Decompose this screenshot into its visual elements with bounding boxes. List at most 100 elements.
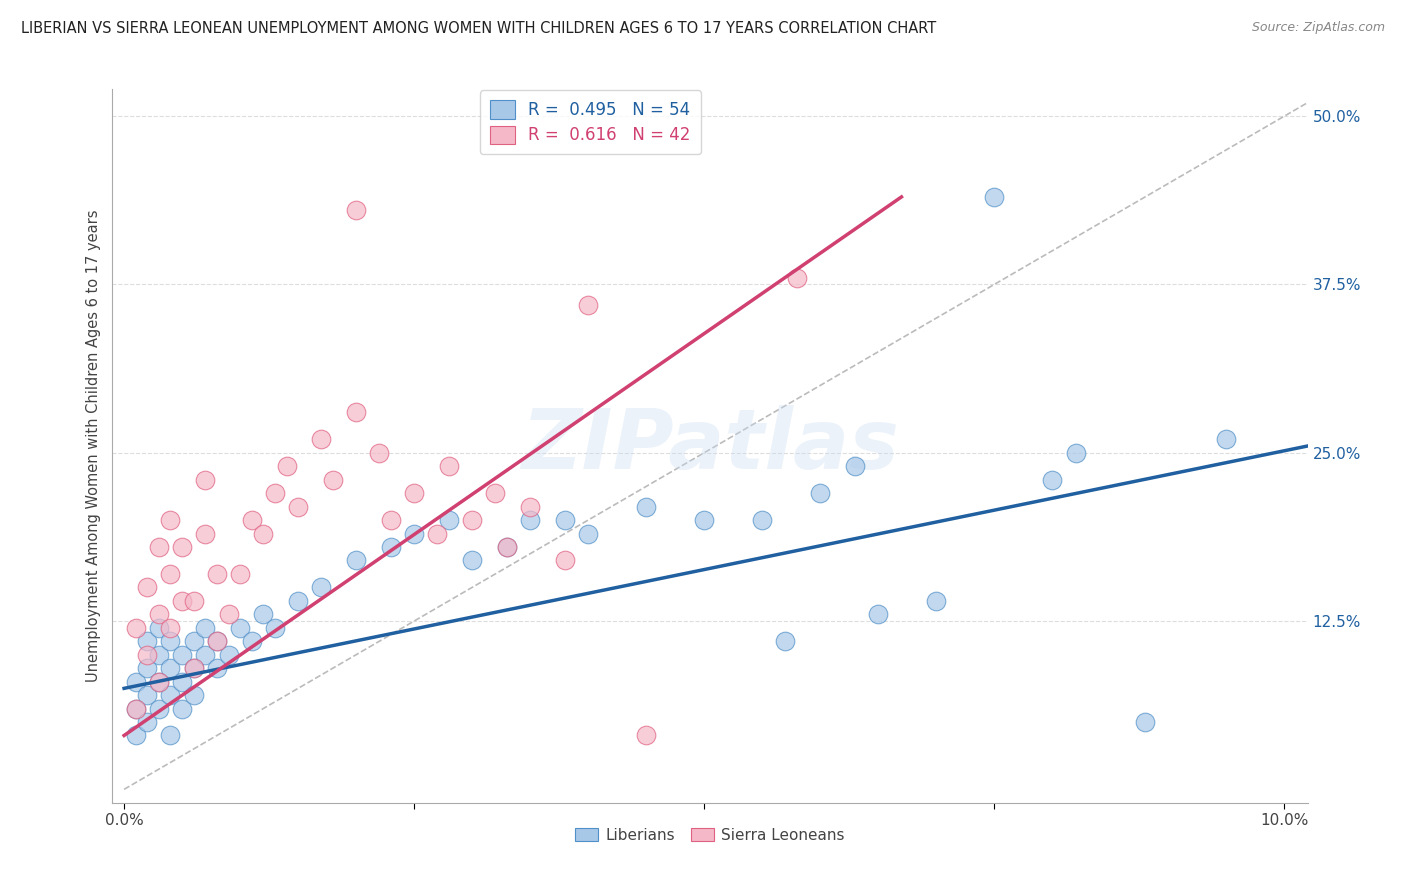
Point — [775, 634, 797, 648]
Text: Source: ZipAtlas.com: Source: ZipAtlas.com — [1251, 21, 1385, 34]
Point — [183, 661, 205, 675]
Point — [205, 566, 228, 581]
Point — [240, 513, 263, 527]
Point — [380, 513, 402, 527]
Point — [172, 648, 194, 662]
Point — [159, 513, 181, 527]
Point — [159, 621, 181, 635]
Point — [172, 540, 194, 554]
Point — [172, 674, 194, 689]
Point — [786, 270, 808, 285]
Point — [183, 688, 205, 702]
Point — [925, 594, 948, 608]
Point — [983, 190, 1005, 204]
Point — [426, 526, 449, 541]
Point — [205, 661, 228, 675]
Point — [751, 513, 773, 527]
Point — [194, 526, 217, 541]
Point — [484, 486, 506, 500]
Point — [148, 648, 170, 662]
Point — [218, 607, 240, 622]
Point — [1064, 446, 1087, 460]
Point — [205, 634, 228, 648]
Point — [218, 648, 240, 662]
Point — [437, 513, 460, 527]
Point — [125, 621, 148, 635]
Point — [404, 526, 426, 541]
Text: ZIPatlas: ZIPatlas — [522, 406, 898, 486]
Point — [519, 513, 541, 527]
Text: LIBERIAN VS SIERRA LEONEAN UNEMPLOYMENT AMONG WOMEN WITH CHILDREN AGES 6 TO 17 Y: LIBERIAN VS SIERRA LEONEAN UNEMPLOYMENT … — [21, 21, 936, 36]
Point — [136, 634, 159, 648]
Point — [496, 540, 519, 554]
Point — [344, 405, 367, 419]
Point — [368, 446, 391, 460]
Point — [148, 674, 170, 689]
Point — [311, 432, 333, 446]
Point — [693, 513, 716, 527]
Point — [1215, 432, 1237, 446]
Point — [287, 594, 309, 608]
Point — [125, 701, 148, 715]
Point — [519, 500, 541, 514]
Point — [159, 729, 181, 743]
Point — [159, 688, 181, 702]
Point — [404, 486, 426, 500]
Point — [808, 486, 831, 500]
Point — [183, 661, 205, 675]
Legend: Liberians, Sierra Leoneans: Liberians, Sierra Leoneans — [569, 822, 851, 848]
Point — [136, 580, 159, 594]
Point — [148, 674, 170, 689]
Point — [576, 298, 599, 312]
Point — [380, 540, 402, 554]
Point — [1133, 714, 1156, 729]
Point — [322, 473, 344, 487]
Point — [461, 513, 484, 527]
Point — [194, 648, 217, 662]
Point — [229, 566, 252, 581]
Point — [148, 701, 170, 715]
Point — [264, 486, 287, 500]
Point — [264, 621, 287, 635]
Point — [868, 607, 890, 622]
Point — [125, 674, 148, 689]
Point — [148, 607, 170, 622]
Point — [229, 621, 252, 635]
Point — [148, 540, 170, 554]
Point — [252, 526, 274, 541]
Point — [136, 688, 159, 702]
Point — [148, 621, 170, 635]
Point — [159, 566, 181, 581]
Point — [252, 607, 274, 622]
Point — [205, 634, 228, 648]
Point — [125, 701, 148, 715]
Point — [159, 661, 181, 675]
Point — [496, 540, 519, 554]
Point — [287, 500, 309, 514]
Point — [461, 553, 484, 567]
Point — [1040, 473, 1063, 487]
Point — [636, 729, 658, 743]
Point — [311, 580, 333, 594]
Point — [276, 459, 298, 474]
Point — [194, 621, 217, 635]
Point — [172, 701, 194, 715]
Point — [136, 648, 159, 662]
Point — [344, 203, 367, 218]
Point — [136, 714, 159, 729]
Point — [554, 513, 576, 527]
Point — [136, 661, 159, 675]
Point — [576, 526, 599, 541]
Point — [194, 473, 217, 487]
Y-axis label: Unemployment Among Women with Children Ages 6 to 17 years: Unemployment Among Women with Children A… — [86, 210, 101, 682]
Point — [159, 634, 181, 648]
Point — [554, 553, 576, 567]
Point — [172, 594, 194, 608]
Point — [183, 634, 205, 648]
Point — [125, 729, 148, 743]
Point — [844, 459, 866, 474]
Point — [240, 634, 263, 648]
Point — [437, 459, 460, 474]
Point — [636, 500, 658, 514]
Point — [344, 553, 367, 567]
